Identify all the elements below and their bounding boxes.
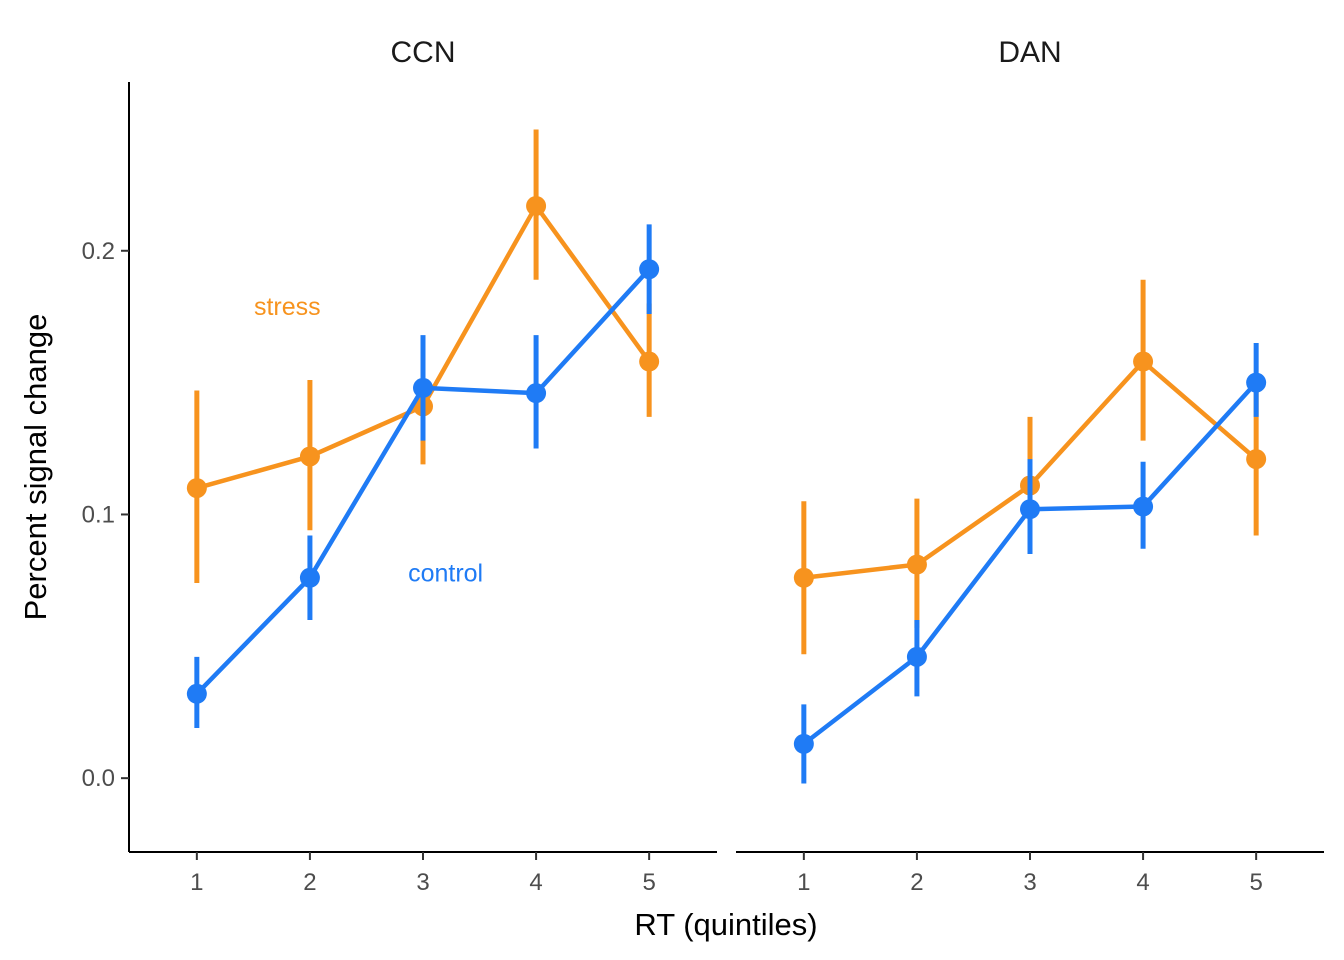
y-tick-label: 0.1 xyxy=(82,501,115,528)
data-point-control xyxy=(906,646,927,667)
data-point-control xyxy=(1020,499,1040,520)
x-tick-label: 2 xyxy=(303,869,316,896)
panels: CCN 1 2 3 4 5 0.0 0.1 0.2 stress control DAN 1 2 3 4 5 xyxy=(82,36,1324,896)
x-tick-label: 5 xyxy=(1249,869,1262,896)
y-tick-label: 0.2 xyxy=(82,238,115,265)
annotation-control: control xyxy=(408,559,483,587)
series-control-dan xyxy=(793,343,1267,784)
data-point-control xyxy=(1133,496,1154,517)
data-point-stress xyxy=(1133,351,1154,372)
data-point-control xyxy=(186,683,207,704)
x-tick-label: 3 xyxy=(1023,869,1036,896)
data-point-control xyxy=(793,733,814,754)
data-point-stress xyxy=(793,567,814,588)
panel-dan: DAN 1 2 3 4 5 xyxy=(736,36,1324,896)
series-control-ccn xyxy=(186,224,660,729)
panel-ccn: CCN 1 2 3 4 5 0.0 0.1 0.2 stress control xyxy=(82,36,717,896)
data-point-stress xyxy=(299,446,320,467)
facet-title-ccn: CCN xyxy=(391,36,456,69)
data-point-control xyxy=(299,567,320,588)
data-point-control xyxy=(413,377,433,398)
data-point-stress xyxy=(906,554,927,575)
annotation-stress: stress xyxy=(254,293,321,321)
data-point-stress xyxy=(526,195,547,216)
data-point-stress xyxy=(186,478,207,499)
data-point-control xyxy=(526,383,547,404)
y-axis-title-group: Percent signal change xyxy=(18,314,53,621)
x-tick-label: 1 xyxy=(797,869,810,896)
data-point-control xyxy=(1246,372,1267,393)
y-axis-title: Percent signal change xyxy=(18,314,53,621)
facet-title-dan: DAN xyxy=(998,36,1061,69)
x-tick-label: 4 xyxy=(1136,869,1149,896)
x-axis-title: RT (quintiles) xyxy=(634,907,817,942)
data-point-stress xyxy=(639,351,660,372)
x-tick-label: 3 xyxy=(416,869,429,896)
x-tick-label: 2 xyxy=(910,869,923,896)
x-tick-label: 5 xyxy=(642,869,655,896)
x-tick-label: 4 xyxy=(529,869,542,896)
x-tick-label: 1 xyxy=(190,869,203,896)
y-tick-label: 0.0 xyxy=(82,765,115,792)
data-point-control xyxy=(639,259,660,280)
data-point-stress xyxy=(1246,449,1267,470)
series-line-control xyxy=(195,267,651,696)
